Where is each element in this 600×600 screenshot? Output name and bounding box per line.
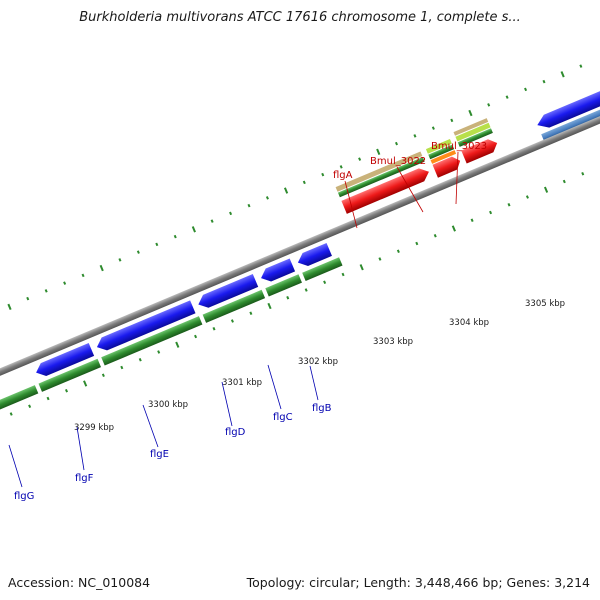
flgF-gene-arrow[interactable] xyxy=(33,342,95,379)
bmul3022-track-orange[interactable] xyxy=(430,150,457,164)
scale-label-3305: 3305 kbp xyxy=(525,299,565,309)
cds-bar-4[interactable] xyxy=(202,289,266,323)
bmul3022-track-lime[interactable] xyxy=(425,139,452,154)
gene-label-flgA[interactable]: flgA xyxy=(333,170,353,181)
upper-feature-set xyxy=(335,86,600,214)
scale-labels: 3299 kbp 3300 kbp 3301 kbp 3302 kbp 3303… xyxy=(74,299,565,433)
gene-label-flgB[interactable]: flgB xyxy=(312,403,332,414)
gene-label-flgG[interactable]: flgG xyxy=(14,491,34,502)
cds-bar-2[interactable] xyxy=(38,358,102,392)
scale-label-3302: 3302 kbp xyxy=(298,357,338,367)
lower-callouts xyxy=(8,364,319,488)
scale-label-3299: 3299 kbp xyxy=(74,423,114,433)
right-blue-gene-arrow[interactable] xyxy=(535,86,600,132)
scale-label-3300: 3300 kbp xyxy=(148,400,188,410)
chromosome-backbone xyxy=(0,92,600,394)
flgA-track-green[interactable] xyxy=(337,156,425,198)
gene-label-flgE[interactable]: flgE xyxy=(150,449,169,460)
bmul3022-track-green[interactable] xyxy=(428,144,455,160)
accession-text: Accession: NC_010084 xyxy=(8,575,151,590)
scale-label-3304: 3304 kbp xyxy=(449,318,489,328)
scale-label-3301: 3301 kbp xyxy=(222,378,262,388)
lower-tick-row xyxy=(9,172,585,416)
upper-callouts xyxy=(344,151,459,229)
upper-tick-row xyxy=(7,64,583,310)
flgA-track-tan[interactable] xyxy=(335,151,423,192)
bmul3023-track-lime[interactable] xyxy=(455,122,491,142)
flgE-gene-arrow[interactable] xyxy=(94,300,196,353)
gene-label-flgF[interactable]: flgF xyxy=(75,473,94,484)
gene-label-bmul3022[interactable]: Bmul_3022 xyxy=(370,156,426,167)
cds-bar-5[interactable] xyxy=(265,274,302,297)
bmul3023-track-tan[interactable] xyxy=(453,118,489,136)
flgC-gene-arrow[interactable] xyxy=(258,258,296,284)
gene-label-bmul3023[interactable]: Bmul_3023 xyxy=(431,141,487,152)
gene-label-flgD[interactable]: flgD xyxy=(225,427,246,438)
bmul3022-gene-arrow[interactable] xyxy=(432,154,463,178)
cds-bar-1[interactable] xyxy=(0,385,39,419)
map-title: Burkholderia multivorans ATCC 17616 chro… xyxy=(79,10,521,25)
cds-bar-6[interactable] xyxy=(302,257,343,282)
flgA-gene-arrow[interactable] xyxy=(341,165,431,214)
right-steel-track[interactable] xyxy=(541,99,600,141)
upper-gene-labels: flgA Bmul_3022 Bmul_3023 xyxy=(333,141,487,181)
scale-label-3303: 3303 kbp xyxy=(373,337,413,347)
genome-summary-text: Topology: circular; Length: 3,448,466 bp… xyxy=(246,575,590,590)
lower-gene-labels: flgG flgF flgE flgD flgC flgB xyxy=(14,403,332,502)
bmul3023-gene-arrow[interactable] xyxy=(461,137,500,164)
cds-bar-3[interactable] xyxy=(101,316,203,366)
flgD-gene-arrow[interactable] xyxy=(196,273,259,311)
lower-feature-set xyxy=(0,242,343,419)
flgB-gene-arrow[interactable] xyxy=(295,242,332,269)
bmul3023-track-green[interactable] xyxy=(457,128,493,147)
gene-label-flgC[interactable]: flgC xyxy=(273,412,293,423)
